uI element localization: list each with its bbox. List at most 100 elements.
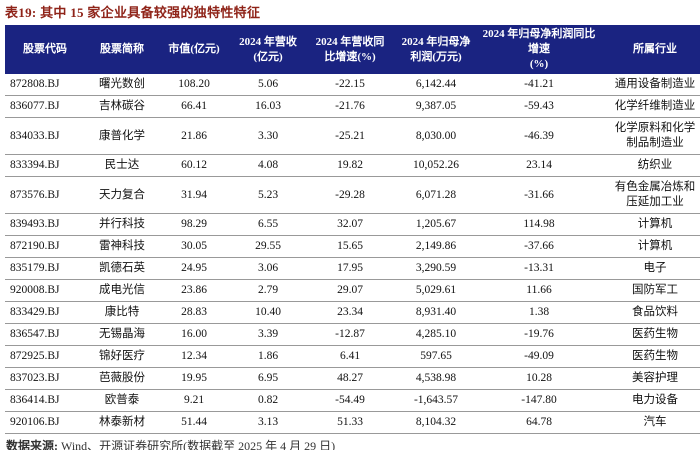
- industry-cell: 计算机: [599, 213, 700, 236]
- revenue-2024-cell: 3.06: [229, 257, 307, 280]
- industry-cell: 纺织业: [599, 154, 700, 177]
- industry-cell: 医药生物: [599, 345, 700, 368]
- net-profit-yoy-cell: 23.14: [479, 154, 599, 177]
- net-profit-yoy-cell: -31.66: [479, 176, 599, 214]
- stock-name-cell: 雷神科技: [85, 235, 159, 258]
- data-source-text: Wind、开源证券研究所(数据截至 2025 年 4 月 29 日): [61, 439, 336, 450]
- revenue-yoy-cell: 51.33: [307, 411, 393, 434]
- revenue-2024-cell: 4.08: [229, 154, 307, 177]
- market-cap-cell: 31.94: [159, 176, 229, 214]
- market-cap-cell: 108.20: [159, 74, 229, 96]
- revenue-2024-cell: 10.40: [229, 301, 307, 324]
- revenue-yoy-cell: -25.21: [307, 117, 393, 155]
- net-profit-yoy-cell: -13.31: [479, 257, 599, 280]
- revenue-2024-cell: 2.79: [229, 279, 307, 302]
- stock-code-cell: 836077.BJ: [5, 95, 85, 118]
- net-profit-2024-cell: 5,029.61: [393, 279, 479, 302]
- stock-name-cell: 无锡晶海: [85, 323, 159, 346]
- market-cap-cell: 60.12: [159, 154, 229, 177]
- revenue-yoy-cell: 6.41: [307, 345, 393, 368]
- table-row: 835179.BJ 凯德石英 24.95 3.06 17.95 3,290.59 -13.3…: [5, 257, 700, 280]
- revenue-2024-cell: 3.13: [229, 411, 307, 434]
- table-header: 股票代码 股票简称 市值(亿元) 2024 年营收 (亿元) 2024 年营收同 比增速…: [5, 25, 700, 74]
- revenue-2024-cell: 0.82: [229, 389, 307, 412]
- net-profit-2024-cell: 6,142.44: [393, 74, 479, 96]
- companies-table: 股票代码 股票简称 市值(亿元) 2024 年营收 (亿元) 2024 年营收同 比增速…: [5, 25, 700, 434]
- data-source-label: 数据来源:: [6, 439, 58, 450]
- market-cap-cell: 51.44: [159, 411, 229, 434]
- market-cap-cell: 23.86: [159, 279, 229, 302]
- stock-name-cell: 天力复合: [85, 176, 159, 214]
- industry-cell: 食品饮料: [599, 301, 700, 324]
- net-profit-yoy-cell: 114.98: [479, 213, 599, 236]
- table-row: 872925.BJ 锦好医疗 12.34 1.86 6.41 597.65 -49.09 医药…: [5, 345, 700, 368]
- industry-cell: 国防军工: [599, 279, 700, 302]
- stock-name-cell: 锦好医疗: [85, 345, 159, 368]
- table-row: 836547.BJ 无锡晶海 16.00 3.39 -12.87 4,285.10 -19.…: [5, 323, 700, 346]
- col-header-revenue-2024: 2024 年营收 (亿元): [229, 25, 307, 74]
- industry-cell: 医药生物: [599, 323, 700, 346]
- stock-code-cell: 873576.BJ: [5, 176, 85, 214]
- net-profit-2024-cell: 3,290.59: [393, 257, 479, 280]
- industry-cell: 电子: [599, 257, 700, 280]
- industry-cell: 化学纤维制造业: [599, 95, 700, 118]
- industry-cell: 通用设备制造业: [599, 74, 700, 96]
- revenue-yoy-cell: -29.28: [307, 176, 393, 214]
- stock-name-cell: 曙光数创: [85, 74, 159, 96]
- market-cap-cell: 98.29: [159, 213, 229, 236]
- stock-code-cell: 833394.BJ: [5, 154, 85, 177]
- revenue-2024-cell: 5.23: [229, 176, 307, 214]
- market-cap-cell: 21.86: [159, 117, 229, 155]
- net-profit-yoy-cell: -59.43: [479, 95, 599, 118]
- revenue-yoy-cell: -21.76: [307, 95, 393, 118]
- table-row: 834033.BJ 康普化学 21.86 3.30 -25.21 8,030.00 -46.…: [5, 117, 700, 155]
- net-profit-2024-cell: 1,205.67: [393, 213, 479, 236]
- industry-cell: 化学原料和化学 制品制造业: [599, 117, 700, 155]
- revenue-yoy-cell: -12.87: [307, 323, 393, 346]
- col-header-industry: 所属行业: [599, 25, 700, 74]
- net-profit-yoy-cell: -19.76: [479, 323, 599, 346]
- net-profit-yoy-cell: -147.80: [479, 389, 599, 412]
- table-row: 836077.BJ 吉林碳谷 66.41 16.03 -21.76 9,387.05 -59…: [5, 95, 700, 118]
- net-profit-2024-cell: 4,285.10: [393, 323, 479, 346]
- market-cap-cell: 30.05: [159, 235, 229, 258]
- table-row: 836414.BJ 欧普泰 9.21 0.82 -54.49 -1,643.57 -147.…: [5, 389, 700, 412]
- table-row: 872808.BJ 曙光数创 108.20 5.06 -22.15 6,142.44 -41…: [5, 74, 700, 96]
- stock-name-cell: 康普化学: [85, 117, 159, 155]
- stock-code-cell: 920008.BJ: [5, 279, 85, 302]
- table-row: 839493.BJ 并行科技 98.29 6.55 32.07 1,205.67 114.9…: [5, 213, 700, 236]
- stock-name-cell: 并行科技: [85, 213, 159, 236]
- col-header-market-cap: 市值(亿元): [159, 25, 229, 74]
- revenue-2024-cell: 29.55: [229, 235, 307, 258]
- net-profit-yoy-cell: 1.38: [479, 301, 599, 324]
- stock-name-cell: 凯德石英: [85, 257, 159, 280]
- stock-code-cell: 834033.BJ: [5, 117, 85, 155]
- revenue-yoy-cell: 48.27: [307, 367, 393, 390]
- net-profit-yoy-cell: 11.66: [479, 279, 599, 302]
- net-profit-yoy-cell: -37.66: [479, 235, 599, 258]
- industry-cell: 汽车: [599, 411, 700, 434]
- stock-name-cell: 成电光信: [85, 279, 159, 302]
- revenue-yoy-cell: 23.34: [307, 301, 393, 324]
- market-cap-cell: 16.00: [159, 323, 229, 346]
- revenue-2024-cell: 5.06: [229, 74, 307, 96]
- market-cap-cell: 28.83: [159, 301, 229, 324]
- net-profit-yoy-cell: 10.28: [479, 367, 599, 390]
- revenue-yoy-cell: -54.49: [307, 389, 393, 412]
- stock-name-cell: 欧普泰: [85, 389, 159, 412]
- table-header-row: 股票代码 股票简称 市值(亿元) 2024 年营收 (亿元) 2024 年营收同 比增速…: [5, 25, 700, 74]
- table-row: 833429.BJ 康比特 28.83 10.40 23.34 8,931.40 1.38 食…: [5, 301, 700, 324]
- table-row: 872190.BJ 雷神科技 30.05 29.55 15.65 2,149.86 -37.…: [5, 235, 700, 258]
- net-profit-2024-cell: 10,052.26: [393, 154, 479, 177]
- market-cap-cell: 12.34: [159, 345, 229, 368]
- revenue-yoy-cell: 19.82: [307, 154, 393, 177]
- stock-name-cell: 康比特: [85, 301, 159, 324]
- table-title: 表19: 其中 15 家企业具备较强的独特性特征: [5, 5, 261, 20]
- stock-code-cell: 920106.BJ: [5, 411, 85, 434]
- table-row: 837023.BJ 芭薇股份 19.95 6.95 48.27 4,538.98 10.28…: [5, 367, 700, 390]
- net-profit-yoy-cell: -46.39: [479, 117, 599, 155]
- stock-name-cell: 芭薇股份: [85, 367, 159, 390]
- revenue-yoy-cell: 17.95: [307, 257, 393, 280]
- market-cap-cell: 66.41: [159, 95, 229, 118]
